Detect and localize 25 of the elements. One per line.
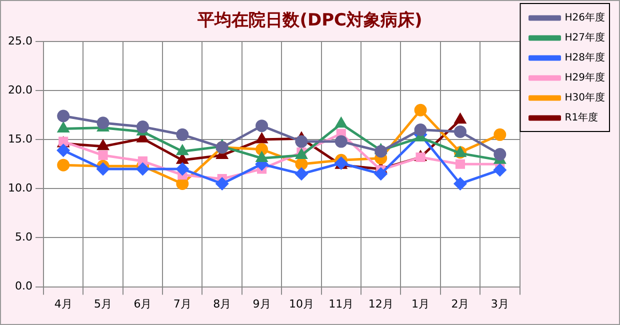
legend-label: H27年度 [564,32,606,44]
legend-label: H29年度 [564,72,606,84]
x-tick-label: 12月 [368,297,394,310]
x-tick-label: 4月 [54,297,72,310]
y-tick-label: 25.0 [8,34,32,48]
legend-label: H28年度 [564,52,606,64]
x-tick-label: 7月 [173,297,192,310]
legend-label: H26年度 [564,12,606,24]
y-tick-label: 10.0 [8,182,32,194]
chart-title: 平均在院日数(DPC対象病床) [196,10,422,31]
x-tick-label: 5月 [94,297,112,310]
y-tick-label: 15.0 [8,132,32,146]
x-tick-label: 1月 [412,297,430,310]
x-tick-label: 2月 [451,297,470,310]
x-tick-label: 8月 [213,297,232,310]
x-tick-label: 11月 [328,297,354,310]
x-tick-label: 3月 [490,297,509,310]
x-tick-label: 9月 [252,297,271,310]
y-tick-label: 20.0 [8,83,32,96]
y-tick-label: 0.0 [14,280,32,293]
y-tick-label: 5.0 [14,230,32,244]
legend-label: H30年度 [564,92,606,104]
legend-label: R1年度 [564,112,598,124]
x-tick-label: 6月 [134,297,152,310]
x-tick-label: 10月 [288,297,314,310]
